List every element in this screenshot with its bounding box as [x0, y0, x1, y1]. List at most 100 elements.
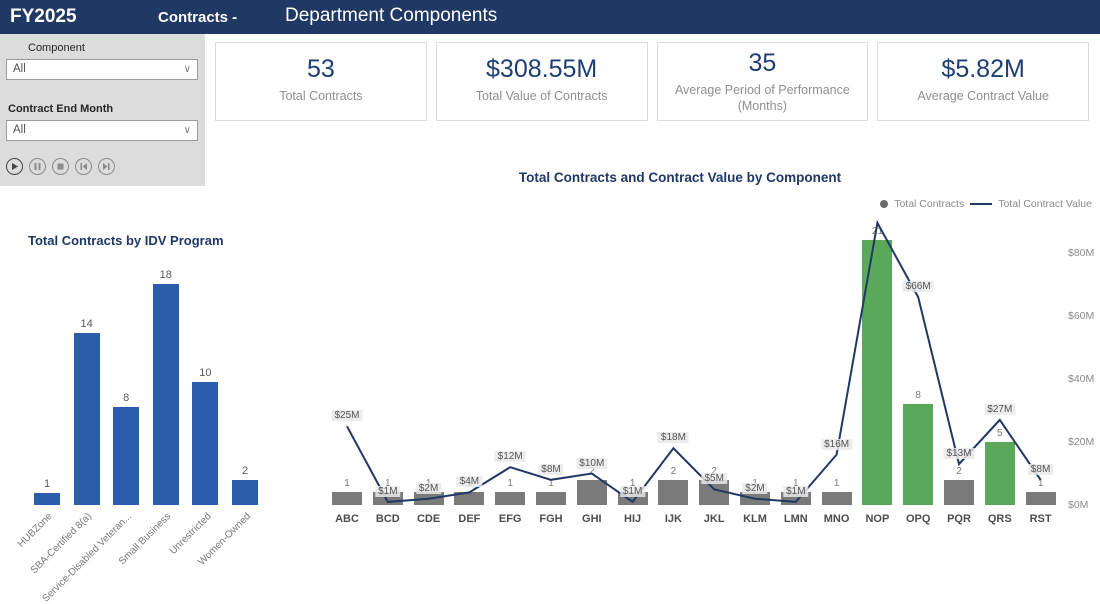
pause-button[interactable]	[29, 158, 46, 175]
chart-legend: Total Contracts Total Contract Value	[880, 198, 1092, 210]
kpi-card-total-value: $308.55M Total Value of Contracts	[435, 42, 648, 121]
skip-back-icon	[80, 163, 87, 170]
contract-count-label: 1	[833, 478, 840, 490]
kpi-value: $5.82M	[941, 55, 1025, 83]
kpi-label: Average Contract Value	[917, 89, 1049, 103]
component-bar-OPQ[interactable]	[903, 404, 934, 505]
stop-button[interactable]	[52, 158, 69, 175]
kpi-label: Total Contracts	[279, 89, 363, 103]
component-filter-value: All	[13, 63, 26, 75]
component-axis-label: ABC	[335, 513, 359, 525]
component-bar-PQR[interactable]	[944, 479, 974, 505]
filter-panel: Component All ∨ Contract End Month All ∨	[0, 34, 205, 186]
legend-line-icon	[970, 203, 993, 205]
component-bar-DEF[interactable]	[454, 492, 485, 505]
idv-bar-value-label: 18	[159, 268, 172, 281]
skip-back-button[interactable]	[75, 158, 92, 175]
idv-bar-1[interactable]	[73, 332, 100, 505]
app-title: Contracts -	[158, 9, 238, 26]
component-axis-label: NOP	[865, 513, 890, 525]
component-bar-KLM[interactable]	[740, 492, 770, 505]
contract-value-label: $2M	[415, 482, 442, 494]
skip-forward-button[interactable]	[98, 158, 115, 175]
idv-chart-plot: 1 HUBZone 14 SBA-Certified 8(a) 8 Service-Dis…	[16, 225, 320, 604]
component-axis-label: QRS	[987, 513, 1012, 525]
idv-bar-value-label: 8	[123, 391, 130, 404]
idv-bar-0[interactable]	[34, 492, 60, 505]
contract-value-label: $18M	[657, 432, 689, 444]
combo-chart-plot: $0M$20M$40M$60M$80M1ABC1BCD1CDE1DEF1EFG1…	[320, 168, 1100, 568]
idv-bar-value-label: 1	[43, 477, 51, 490]
idv-program-chart: Total Contracts by IDV Program 1 HUBZone 1…	[16, 225, 320, 604]
component-bar-CDE[interactable]	[413, 492, 444, 505]
contract-value-label: $1M	[783, 485, 809, 497]
component-bar-GHI[interactable]	[576, 479, 607, 505]
playback-controls	[6, 158, 115, 175]
kpi-value: $308.55M	[486, 55, 598, 83]
kpi-card-avg-value: $5.82M Average Contract Value	[877, 42, 1089, 121]
combo-chart-title: Total Contracts and Contract Value by Co…	[518, 170, 842, 185]
contract-value-label: $25M	[331, 410, 363, 422]
contract-count-label: 1	[507, 478, 513, 490]
component-bar-IJK[interactable]	[658, 479, 689, 505]
contract-count-label: 2	[956, 465, 962, 477]
component-axis-label: DEF	[458, 513, 481, 525]
value-axis-tick-label: $20M	[1068, 436, 1095, 448]
component-filter-dropdown[interactable]: All ∨	[6, 59, 198, 80]
kpi-label: Total Value of Contracts	[475, 89, 608, 103]
contract-count-label: 1	[1037, 478, 1044, 490]
contract-count-label: 8	[915, 390, 921, 402]
end-month-filter-label: Contract End Month	[8, 103, 114, 115]
value-axis-tick-label: $80M	[1068, 247, 1095, 259]
kpi-card-total-contracts: 53 Total Contracts	[215, 42, 427, 121]
contract-value-label: $1M	[375, 485, 401, 497]
idv-bar-4[interactable]	[192, 382, 219, 505]
kpi-value: 53	[306, 55, 335, 83]
component-bar-NOP[interactable]	[862, 239, 893, 505]
contract-value-label: $10M	[576, 457, 608, 469]
component-axis-label: FGH	[539, 513, 563, 525]
contract-value-label: $13M	[943, 448, 975, 460]
component-bar-ABC[interactable]	[332, 492, 362, 505]
play-button[interactable]	[6, 158, 23, 175]
contract-count-label: 1	[548, 478, 554, 490]
chevron-down-icon: ∨	[183, 125, 191, 136]
idv-bar-5[interactable]	[232, 480, 258, 505]
component-bar-FGH[interactable]	[536, 492, 566, 505]
component-axis-label: EFG	[498, 513, 522, 525]
contract-value-label: $2M	[742, 482, 768, 494]
contract-count-label: 1	[344, 478, 350, 490]
page-title: Department Components	[285, 5, 498, 26]
contract-value-label: $5M	[701, 473, 727, 485]
idv-bar-value-label: 10	[199, 367, 212, 379]
contract-value-line	[346, 219, 1042, 504]
legend-label-value: Total Contract Value	[998, 198, 1092, 210]
component-axis-label: PQR	[947, 513, 971, 525]
value-axis-tick-label: $40M	[1068, 373, 1095, 385]
idv-bar-value-label: 14	[80, 317, 93, 330]
idv-bar-3[interactable]	[152, 283, 179, 505]
header-bar: FY2025 Contracts - Department Components	[0, 0, 1100, 34]
end-month-filter-dropdown[interactable]: All ∨	[6, 120, 198, 141]
component-bar-QRS[interactable]	[984, 441, 1015, 505]
value-axis-tick-label: $60M	[1068, 310, 1095, 322]
component-bar-MNO[interactable]	[821, 492, 852, 505]
component-combo-chart: Total Contracts and Contract Value by Co…	[320, 168, 1100, 568]
idv-chart-title: Total Contracts by IDV Program	[28, 233, 224, 248]
component-axis-label: MNO	[823, 513, 850, 525]
component-axis-label: IJK	[664, 513, 682, 525]
component-bar-RST[interactable]	[1025, 492, 1056, 505]
contract-count-label: 2	[670, 465, 677, 477]
component-axis-label: CDE	[416, 513, 441, 525]
contract-value-label: $1M	[619, 485, 646, 497]
idv-bar-value-label: 2	[241, 465, 249, 478]
component-axis-label: RST	[1029, 513, 1052, 525]
component-axis-label: LMN	[783, 513, 808, 525]
idv-bar-2[interactable]	[113, 406, 140, 505]
skip-forward-icon	[103, 163, 110, 170]
component-bar-EFG[interactable]	[495, 492, 526, 505]
kpi-value: 35	[748, 49, 777, 77]
contract-value-label: $27M	[984, 403, 1016, 415]
play-icon	[12, 163, 18, 170]
contract-count-label: 5	[997, 427, 1003, 439]
